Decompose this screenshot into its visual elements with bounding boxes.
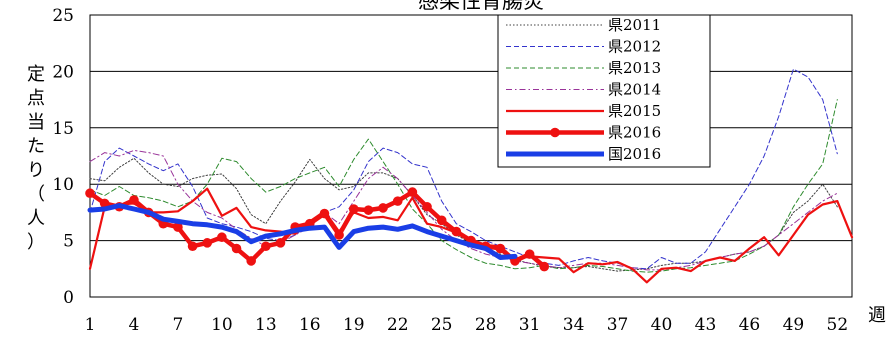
plot-area [89, 14, 853, 298]
data-point [99, 198, 110, 209]
data-point [524, 249, 535, 259]
legend: 県2011 県2012 県2013 県2014 県2015 県2016 国2016 [497, 14, 711, 168]
x-tick-label: 4 [129, 315, 140, 335]
x-axis-ticks: 1 4 7 10 13 16 19 22 25 28 31 34 37 40 43 46 49 52 [85, 315, 849, 335]
y-axis-label-char: り [27, 160, 45, 181]
series-line [89, 68, 838, 270]
y-axis-label-char: 点 [27, 88, 45, 109]
data-point [246, 256, 256, 266]
legend-marker [550, 127, 560, 138]
series-line [89, 99, 838, 273]
x-tick-label: 7 [173, 315, 184, 335]
x-tick-label: 31 [519, 315, 541, 335]
x-tick-label: 28 [475, 315, 497, 335]
x-tick-label: 46 [739, 315, 761, 335]
chart-title: 感染性胃腸炎 [418, 0, 544, 13]
x-tick-label: 49 [783, 315, 805, 335]
x-axis-label: 週 [868, 305, 886, 326]
data-point [436, 215, 447, 226]
data-point [217, 232, 227, 243]
data-point [495, 243, 506, 254]
x-tick-label: 22 [387, 315, 409, 335]
series-line [87, 203, 518, 260]
y-axis-ticks: 0 5 10 15 20 25 [52, 6, 74, 308]
x-tick-label: 16 [299, 315, 321, 335]
data-point [85, 188, 95, 199]
series-layer [85, 68, 854, 284]
legend-label: 県2011 [608, 16, 661, 34]
y-tick-label: 10 [52, 175, 74, 195]
y-tick-label: 0 [63, 288, 74, 308]
data-point [173, 222, 183, 232]
data-point [422, 201, 432, 212]
legend-label: 県2016 [608, 124, 661, 142]
data-point [378, 203, 388, 213]
legend-box [497, 14, 711, 168]
series-line [89, 157, 838, 272]
legend-label: 県2014 [608, 81, 661, 99]
y-tick-label: 15 [52, 119, 74, 139]
legend-label: 国2016 [608, 145, 661, 163]
data-point [348, 204, 359, 214]
x-tick-label: 40 [651, 315, 673, 335]
data-point [275, 238, 286, 248]
x-tick-label: 19 [343, 315, 365, 335]
data-point [202, 238, 213, 248]
y-tick-label: 20 [52, 62, 74, 82]
x-tick-label: 13 [255, 315, 277, 335]
x-tick-label: 25 [431, 315, 453, 335]
data-point [539, 261, 550, 272]
legend-label: 県2013 [608, 59, 661, 77]
data-point [261, 241, 271, 252]
y-axis-label-char: 人 [27, 208, 45, 229]
y-tick-label: 5 [63, 232, 74, 252]
x-tick-label: 37 [607, 315, 629, 335]
x-tick-label: 52 [827, 315, 849, 335]
y-axis-label-char: （ [27, 184, 45, 205]
data-point [363, 205, 374, 215]
x-tick-label: 1 [85, 315, 96, 335]
y-axis-label-char: ） [27, 232, 45, 253]
data-point [231, 243, 242, 254]
series-line [89, 149, 838, 271]
y-axis-label-char: 当 [27, 112, 45, 133]
data-point [334, 230, 344, 240]
legend-label: 県2015 [608, 102, 661, 120]
data-point [451, 226, 462, 237]
data-point [319, 208, 330, 219]
data-point [129, 195, 139, 205]
data-point [187, 241, 198, 252]
data-point [407, 187, 418, 197]
y-tick-label: 25 [52, 6, 74, 26]
x-tick-label: 43 [695, 315, 717, 335]
x-tick-label: 34 [563, 315, 585, 335]
y-axis-label-char: 定 [27, 64, 45, 85]
legend-label: 県2012 [608, 38, 661, 56]
data-point [392, 196, 403, 206]
gridlines [90, 70, 852, 242]
x-tick-label: 10 [211, 315, 233, 335]
y-axis-label-char: た [27, 136, 45, 157]
